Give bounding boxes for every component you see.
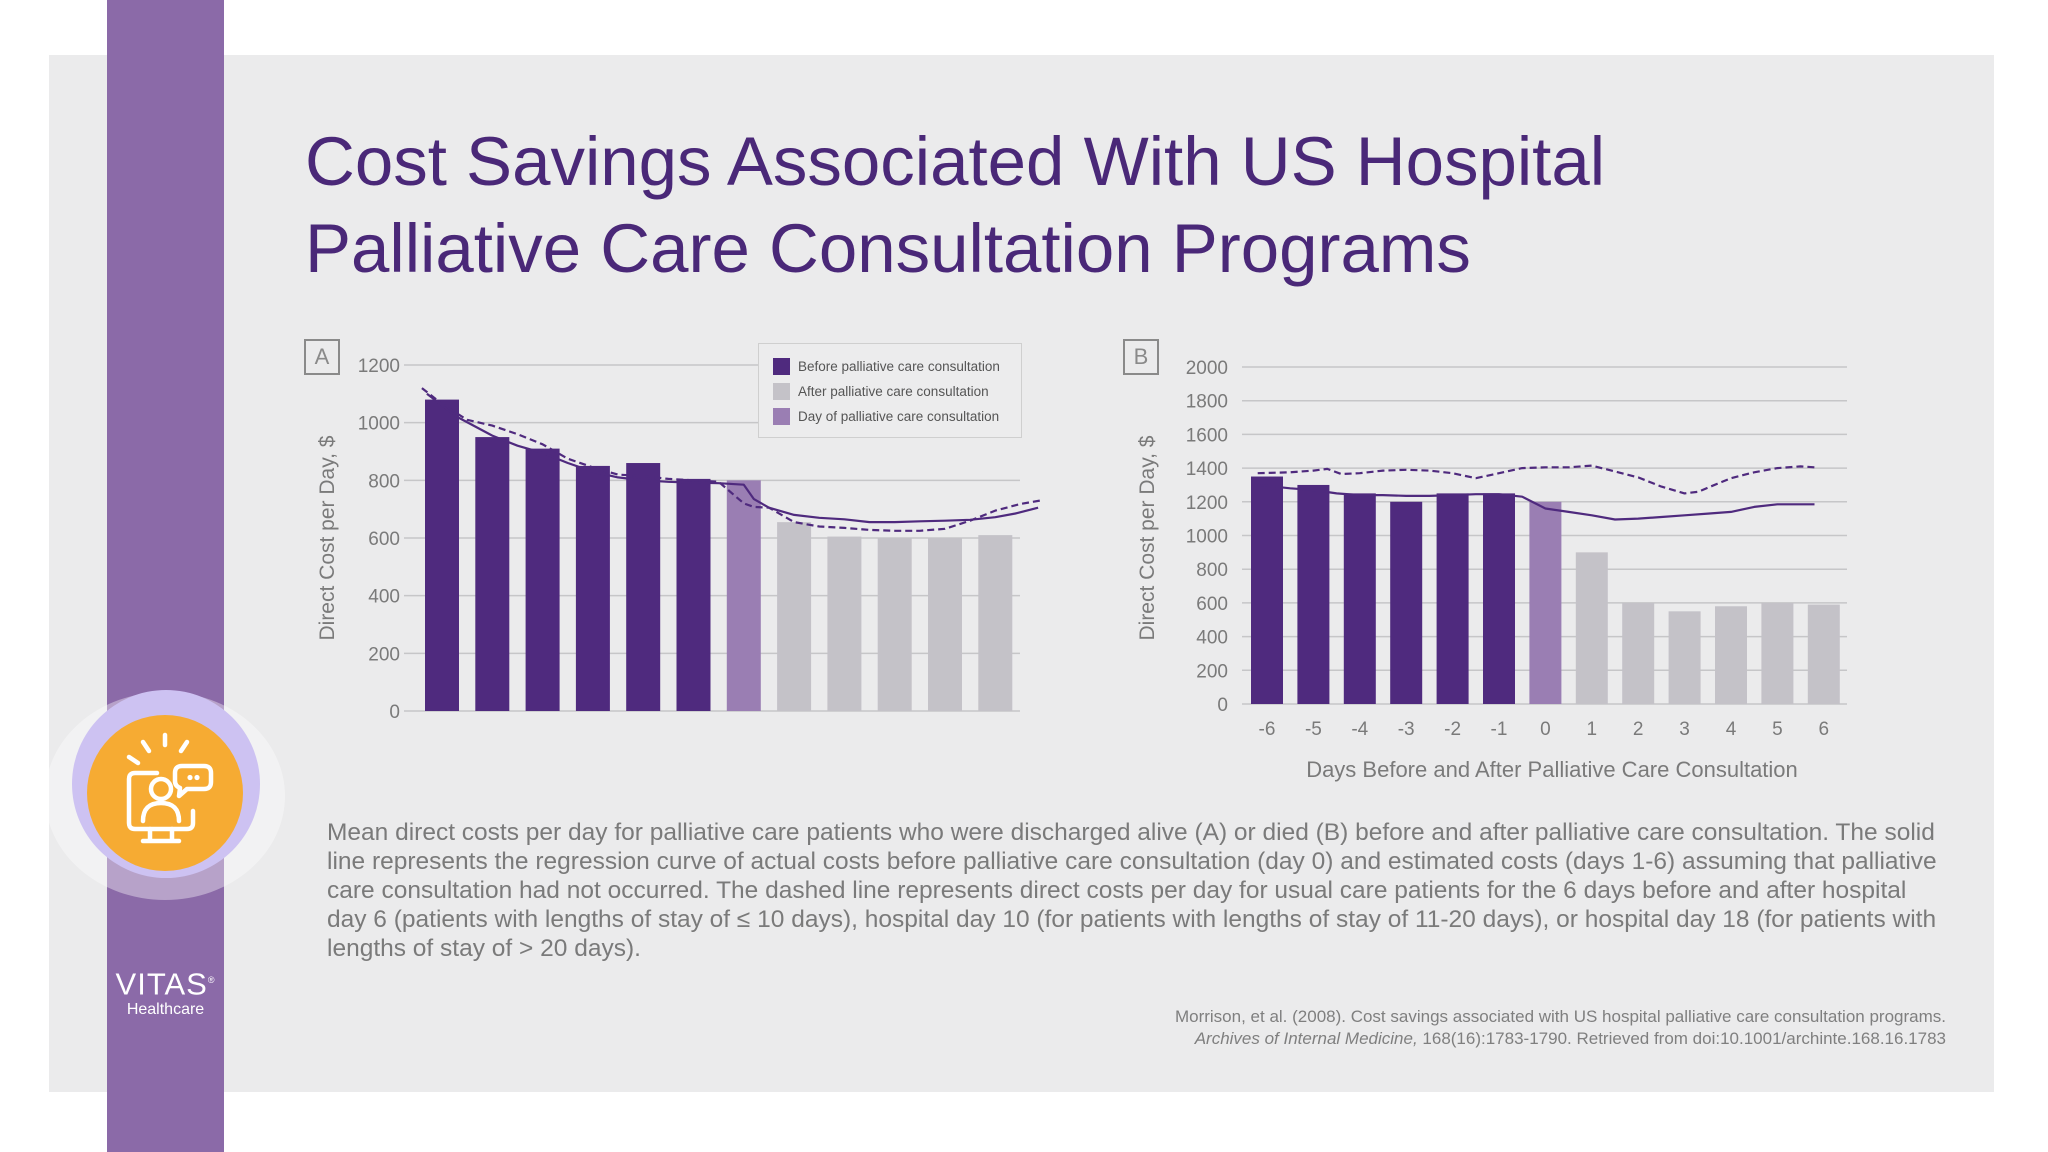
citation-journal: Archives of Internal Medicine,: [1194, 1029, 1418, 1048]
chart-b-y-axis-label: Direct Cost per Day, $: [1136, 435, 1159, 640]
brand-stripe: [107, 0, 224, 1152]
chart-b-x-tick-label: -6: [1259, 719, 1276, 740]
chart-a-y-tick-label: 0: [389, 702, 400, 723]
chart-b-bar: [1761, 602, 1794, 704]
legend-item-after: After palliative care consultation: [773, 379, 1021, 404]
legend-label-after: After palliative care consultation: [798, 384, 989, 399]
chart-a-bar: [575, 465, 610, 711]
chart-b-y-tick-label: 1600: [1186, 425, 1228, 446]
chart-a-y-tick-label: 1200: [358, 356, 400, 377]
vitas-logo: VITAS® Healthcare: [107, 963, 224, 1019]
chart-b-y-tick-label: 1800: [1186, 392, 1228, 413]
chart-b-x-tick-label: 0: [1540, 719, 1551, 740]
panel-label-b: B: [1123, 339, 1159, 375]
chart-a-bar: [676, 478, 711, 711]
chart-b-y-tick-label: 1200: [1186, 493, 1228, 514]
chart-a-bar: [626, 463, 661, 711]
slide-background: [49, 55, 1994, 1092]
chart-b-x-tick-label: 3: [1679, 719, 1690, 740]
chart-b-bar: [1251, 476, 1283, 704]
chart-a-bar: [877, 538, 912, 711]
chart-b-x-tick-label: 4: [1726, 719, 1737, 740]
chart-b: 0 200 400 600 800 1000 1200 1400 1600 1800 2000 -6 -…: [1136, 358, 1847, 782]
chart-b-x-tick-label: -5: [1305, 719, 1322, 740]
chart-b-bar: [1483, 493, 1515, 704]
person-monitor-chat-icon-graphic: [126, 732, 214, 844]
legend-swatch-day-of: [773, 408, 790, 425]
chart-a-usual-care-line: [421, 387, 1041, 532]
chart-a-bar: [425, 399, 459, 711]
chart-b-x-tick-label: -2: [1444, 719, 1461, 740]
chart-b-usual-care-line: [1257, 464, 1815, 495]
chart-a-bar: [978, 535, 1013, 711]
legend-swatch-before: [773, 358, 790, 375]
chart-b-x-tick-label: -4: [1351, 719, 1368, 740]
chart-b-bar: [1575, 552, 1608, 704]
chart-a-legend: Before palliative care consultation Afte…: [758, 343, 1022, 438]
logo-wordmark-text: VITAS: [115, 966, 208, 1002]
chart-a-bar: [475, 437, 510, 711]
chart-a-y-tick-label: 800: [368, 471, 400, 492]
chart-b-bar: [1390, 501, 1423, 704]
chart-b-bar: [1807, 604, 1840, 704]
chart-a-y-axis-label: Direct Cost per Day, $: [316, 435, 339, 640]
panel-label-a: A: [304, 339, 340, 375]
chart-b-x-axis-label: Days Before and After Palliative Care Co…: [1306, 757, 1798, 782]
chart-b-x-tick-label: 6: [1819, 719, 1830, 740]
chart-b-bar: [1622, 602, 1655, 704]
chart-a-y-tick-label: 1000: [358, 414, 400, 435]
chart-b-x-tick-label: 1: [1587, 719, 1598, 740]
legend-label-before: Before palliative care consultation: [798, 359, 1000, 374]
chart-b-bar: [1529, 501, 1562, 704]
chart-b-bar: [1343, 493, 1376, 704]
figure-caption: Mean direct costs per day for palliative…: [327, 819, 1937, 962]
person-monitor-chat-icon: [87, 715, 243, 871]
chart-a-bar: [827, 536, 862, 711]
chart-b-y-tick-label: 800: [1196, 560, 1228, 581]
chart-b-bar: [1715, 606, 1747, 704]
chart-a-bar: [726, 480, 761, 711]
logo-subtitle: Healthcare: [126, 1001, 205, 1019]
chart-b-regression-line: [1257, 483, 1815, 521]
chart-b-x-tick-label: 2: [1633, 719, 1644, 740]
chart-a-y-tick-label: 200: [368, 644, 400, 665]
citation-details: 168(16):1783-1790. Retrieved from doi:10…: [1417, 1029, 1946, 1048]
chart-b-y-tick-label: 200: [1196, 661, 1228, 682]
citation: Morrison, et al. (2008). Cost savings as…: [1046, 1006, 1946, 1050]
chart-b-y-tick-label: 0: [1217, 695, 1228, 716]
chart-a-bar: [525, 448, 560, 711]
chart-a-regression-line: [426, 392, 1039, 524]
chart-a-y-tick-label: 600: [368, 529, 400, 550]
chart-b-y-tick-label: 1400: [1186, 459, 1228, 480]
chart-b-bar: [1668, 611, 1701, 704]
legend-swatch-after: [773, 383, 790, 400]
chart-b-y-tick-label: 600: [1196, 594, 1228, 615]
chart-b-y-tick-label: 400: [1196, 628, 1228, 649]
chart-a-bar: [777, 522, 812, 711]
chart-b-y-tick-label: 2000: [1186, 358, 1228, 379]
logo-wordmark: VITAS®: [107, 963, 224, 1001]
slide-title: Cost Savings Associated With US Hospital…: [305, 123, 1606, 287]
legend-item-before: Before palliative care consultation: [773, 354, 1021, 379]
chart-a-bar: [928, 538, 962, 711]
chart-b-x-tick-label: 5: [1772, 719, 1783, 740]
chart-a-y-tick-label: 400: [368, 587, 400, 608]
chart-b-bar: [1436, 493, 1469, 704]
chart-b-x-tick-label: -3: [1398, 719, 1415, 740]
legend-label-day-of: Day of palliative care consultation: [798, 409, 1000, 424]
citation-line-2: Archives of Internal Medicine, 168(16):1…: [1046, 1028, 1946, 1050]
logo-registered-mark: ®: [207, 975, 216, 985]
chart-b-y-tick-label: 1000: [1186, 527, 1228, 548]
chart-a: 0 200 400 600 800 1000 1200 Direct Cost per Day…: [316, 356, 1041, 723]
chart-b-x-tick-label: -1: [1491, 719, 1508, 740]
legend-item-day-of: Day of palliative care consultation: [773, 404, 1021, 429]
chart-b-bar: [1297, 484, 1330, 704]
citation-line-1: Morrison, et al. (2008). Cost savings as…: [1174, 1007, 1946, 1026]
